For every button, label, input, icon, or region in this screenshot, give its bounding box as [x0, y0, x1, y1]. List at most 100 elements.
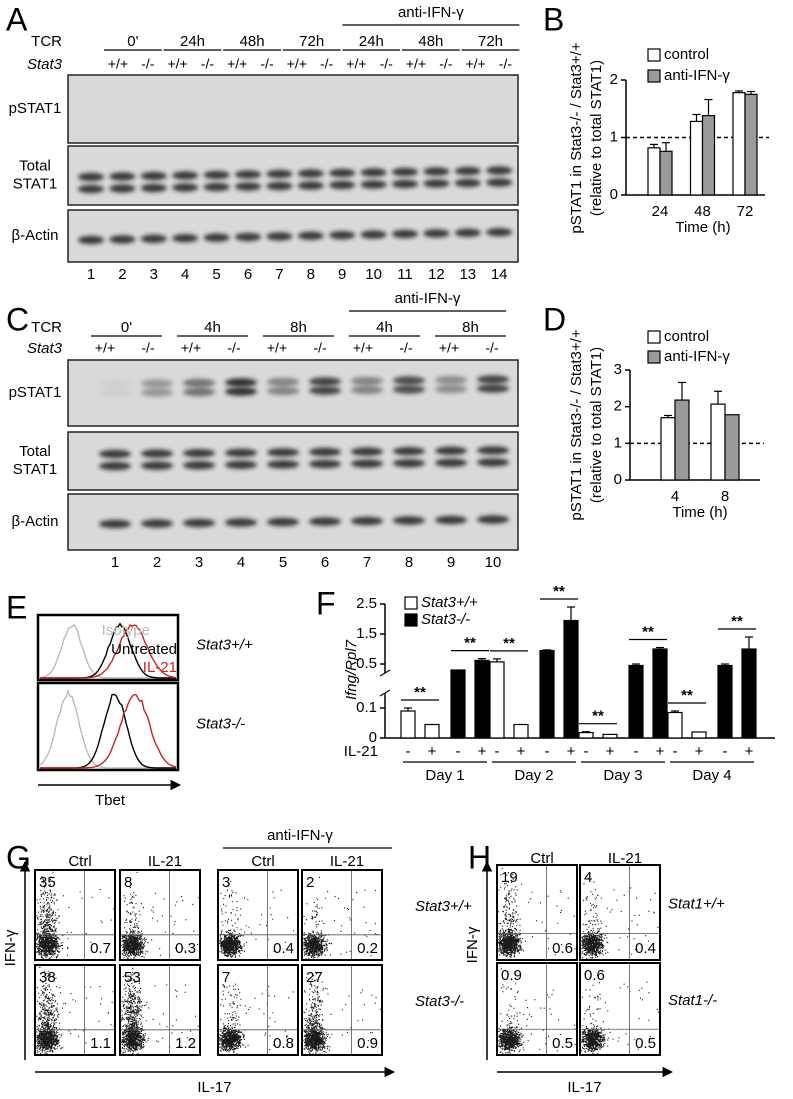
blot-label: STAT1 — [13, 175, 57, 192]
band — [477, 384, 509, 393]
band — [225, 378, 257, 387]
band — [99, 449, 131, 459]
legend-label: anti-IFN-γ — [664, 348, 730, 365]
quadrant-value: 0.2 — [357, 940, 378, 957]
quadrant-value: 0.5 — [552, 1035, 573, 1052]
band — [225, 387, 257, 396]
bar — [710, 403, 726, 481]
genotype-label: +/+ — [167, 56, 187, 72]
genotype-label: +/+ — [406, 56, 426, 72]
legend-label: control — [664, 46, 709, 63]
condition-label: + — [745, 743, 754, 760]
band — [109, 235, 136, 244]
legend-swatch — [647, 48, 661, 62]
lane-number: 8 — [307, 266, 315, 283]
band — [486, 166, 513, 175]
bar — [667, 711, 683, 739]
y-axis-label: (relative to total STAT1) — [588, 347, 605, 503]
bar — [744, 93, 758, 196]
dot-cloud — [498, 968, 576, 1054]
bar — [450, 669, 466, 739]
y-tick-label: 1 — [614, 434, 622, 451]
quadrant-value: 8 — [124, 874, 132, 891]
legend-swatch — [647, 69, 661, 83]
dot-cloud — [219, 971, 294, 1055]
genotype-label: -/- — [499, 56, 513, 72]
lane-number: 4 — [237, 554, 245, 571]
plot-frame — [119, 964, 201, 1056]
group-label: 8h — [290, 319, 307, 336]
blot-label: Total — [19, 157, 51, 174]
y-axis-label: pSTAT1 in Stat3-/- / Stat3+/+ — [568, 42, 585, 233]
dot-cloud — [303, 876, 378, 961]
row-label: Stat1-/- — [668, 992, 717, 1009]
x-tick-label: 72 — [737, 203, 754, 220]
y-tick-label: 2 — [610, 71, 618, 88]
group-label: 72h — [299, 33, 324, 50]
blot — [67, 74, 519, 144]
row-title: Stat3 — [27, 56, 63, 73]
bar — [741, 648, 757, 739]
quadrant-value: 0.7 — [90, 940, 111, 957]
band — [140, 234, 167, 243]
x-tick-label: Day 4 — [692, 767, 731, 784]
lane-number: 11 — [397, 266, 413, 283]
condition-label: - — [634, 743, 639, 760]
band — [141, 379, 173, 388]
band — [109, 172, 136, 181]
band — [203, 233, 230, 242]
row-label: Stat3+/+ — [196, 636, 253, 653]
y-tick-label: 0.5 — [356, 655, 377, 672]
dot-cloud — [581, 974, 659, 1055]
bar — [628, 664, 644, 739]
band — [183, 461, 215, 470]
genotype-label: -/- — [380, 56, 394, 72]
condition-label: + — [517, 743, 526, 760]
band — [267, 448, 299, 457]
group-label: 8h — [462, 319, 479, 336]
band — [423, 167, 450, 176]
y-tick-label: 0 — [610, 186, 618, 203]
panel-letter: B — [543, 1, 564, 37]
band — [78, 172, 104, 182]
quadrant-value: 53 — [124, 969, 141, 986]
band — [267, 377, 299, 387]
lane-number: 8 — [405, 554, 413, 571]
group-label: 0' — [127, 33, 138, 50]
significance-label: ** — [731, 613, 743, 630]
bar — [513, 723, 529, 739]
quadrant-value: 27 — [306, 969, 323, 986]
group-label: 72h — [478, 33, 503, 50]
column-label: Ctrl — [68, 853, 91, 870]
genotype-label: +/+ — [95, 340, 115, 356]
x-axis-label: IL-17 — [197, 1079, 231, 1096]
row-title: TCR — [31, 33, 62, 50]
legend-label: control — [664, 328, 709, 345]
dot-cloud — [36, 871, 115, 960]
blot-label: pSTAT1 — [9, 384, 62, 401]
treatment-label: anti-IFN-γ — [395, 290, 461, 307]
bar — [652, 648, 668, 739]
x-axis-label: Tbet — [95, 792, 126, 809]
band — [266, 169, 293, 179]
treatment-label: anti-IFN-γ — [398, 4, 464, 21]
band — [393, 459, 425, 468]
bar — [732, 92, 746, 196]
lane-number: 9 — [447, 554, 455, 571]
quadrant-value: 3 — [222, 874, 230, 891]
band — [454, 166, 481, 176]
panel-letter: D — [543, 301, 566, 337]
band — [435, 515, 467, 525]
dot-cloud — [219, 880, 295, 958]
condition-label: - — [545, 743, 550, 760]
genotype-label: +/+ — [346, 56, 366, 72]
treatment-label: anti-IFN-γ — [267, 827, 333, 844]
group-label: 24h — [359, 33, 384, 50]
legend-label: Isotype — [102, 622, 150, 639]
band — [99, 388, 131, 398]
row-title: Stat3 — [27, 340, 63, 357]
lane-number: 1 — [111, 554, 119, 571]
band — [172, 234, 199, 243]
y-axis-label: (relative to total STAT1) — [588, 60, 605, 216]
